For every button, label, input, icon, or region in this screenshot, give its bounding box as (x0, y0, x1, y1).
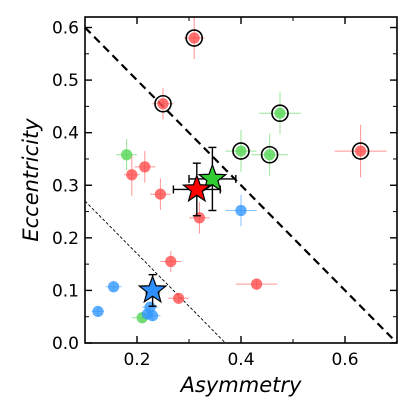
highlight-ring (351, 142, 370, 160)
blue-data-point (235, 204, 247, 217)
y-tick-label: 0.4 (52, 124, 79, 144)
x-tick-label: 0.2 (123, 350, 150, 370)
mean-stars (137, 146, 237, 307)
error-bars (91, 17, 387, 324)
highlight-circles (154, 29, 370, 164)
red-data-point (157, 98, 169, 110)
data-points (92, 32, 367, 324)
green-data-point (121, 149, 133, 161)
highlight-ring (232, 142, 250, 160)
y-tick-label: 0.1 (52, 281, 79, 301)
y-axis-label: Eccentricity (19, 118, 43, 242)
x-axis-label: Asymmetry (179, 373, 302, 397)
blue-data-point (144, 301, 156, 313)
blue-data-point (92, 305, 104, 318)
red-star-marker (181, 173, 212, 203)
y-tick-label: 0.5 (52, 71, 79, 91)
highlight-ring (271, 104, 289, 123)
red-data-point (355, 145, 367, 157)
y-tick-label: 0.6 (52, 19, 79, 39)
dashed-boundary-line (85, 26, 397, 343)
y-tick-label: 0.2 (52, 229, 79, 249)
red-data-point (188, 32, 200, 44)
blue-data-point (108, 281, 120, 293)
green-data-point (235, 145, 247, 157)
red-data-point (126, 169, 138, 181)
green-data-point (264, 149, 276, 161)
green-data-point (274, 107, 286, 119)
thin-dashed-boundary-line (85, 200, 226, 343)
x-tick-label: 0.6 (331, 350, 358, 370)
red-data-point (193, 212, 205, 224)
blue-data-point (147, 310, 159, 322)
green-star-marker (197, 163, 228, 192)
red-data-point (139, 161, 151, 173)
highlight-ring (185, 29, 203, 47)
y-tick-label: 0.3 (52, 176, 79, 196)
red-data-point (165, 255, 177, 268)
red-data-point (173, 292, 185, 304)
blue-star-marker (137, 274, 168, 304)
y-tick-label: 0.0 (52, 334, 79, 354)
red-data-point (154, 188, 166, 200)
highlight-ring (260, 145, 279, 164)
x-tick-label: 0.4 (227, 350, 254, 370)
red-data-point (251, 278, 263, 290)
highlight-ring (154, 94, 172, 113)
reference-lines (85, 26, 397, 343)
axis-ticks: 0.2 0.4 0.6 0.0 0.1 0.2 0.3 0.4 0.5 0.6 (52, 17, 398, 370)
